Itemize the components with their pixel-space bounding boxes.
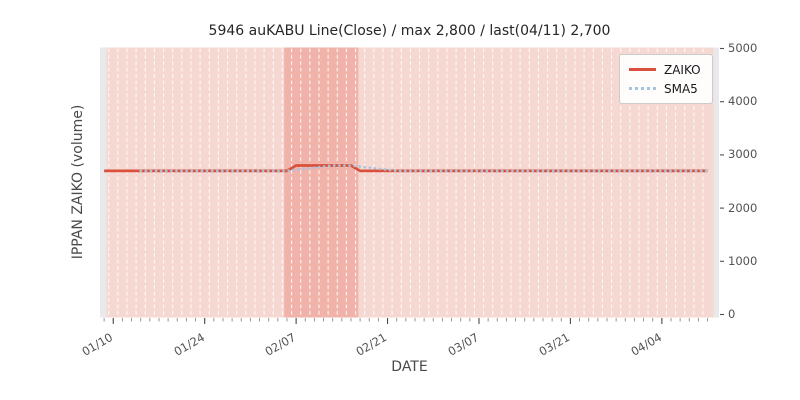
sma5-line-sample-icon xyxy=(629,87,656,90)
y-axis-label: IPPAN ZAIKO (volume) xyxy=(70,104,86,260)
zaiko-line-sample-icon xyxy=(629,68,656,71)
y-tick-label: 0 xyxy=(728,307,736,321)
legend: ZAIKO SMA5 xyxy=(619,54,713,104)
legend-label-sma5: SMA5 xyxy=(664,81,698,96)
y-tick-label: 2000 xyxy=(728,200,758,215)
y-tick-label: 1000 xyxy=(728,253,758,268)
legend-item-zaiko: ZAIKO xyxy=(629,60,704,79)
legend-item-sma5: SMA5 xyxy=(629,79,704,98)
y-tick-label: 5000 xyxy=(728,41,758,55)
sma5-line xyxy=(139,164,709,173)
x-axis-label: DATE xyxy=(391,359,428,375)
chart-title: 5946 auKABU Line(Close) / max 2,800 / la… xyxy=(208,23,611,39)
y-tick-label: 4000 xyxy=(728,94,758,109)
y-tick-label: 3000 xyxy=(728,147,758,162)
legend-label-zaiko: ZAIKO xyxy=(664,62,701,77)
